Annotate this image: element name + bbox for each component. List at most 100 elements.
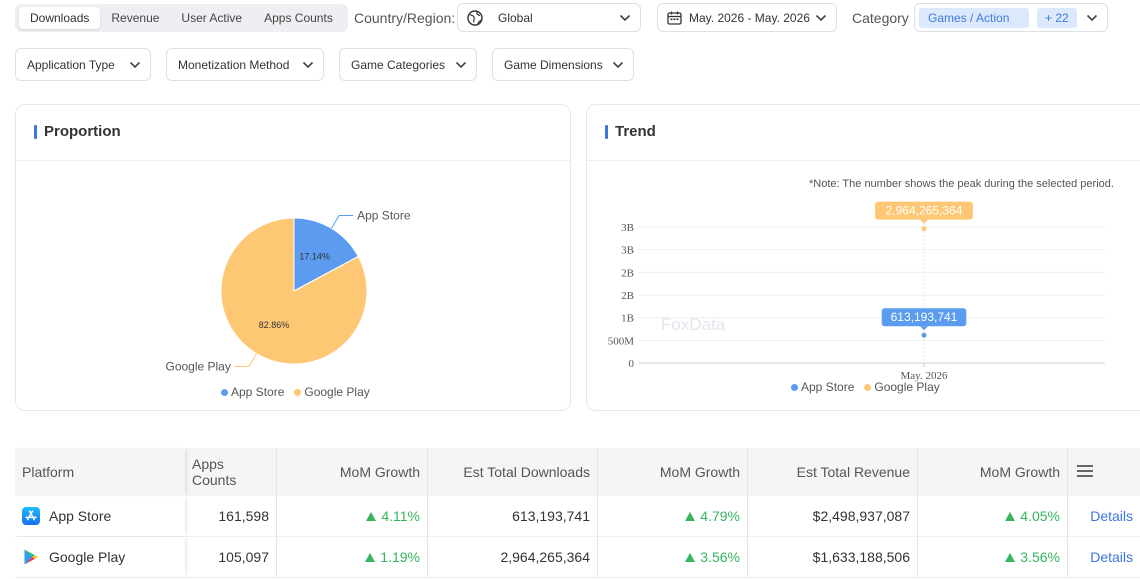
pie-slice-app-store[interactable]: [293, 217, 359, 292]
application-type-label: Application Type: [27, 57, 115, 72]
mom-growth-cell: 4.05%: [917, 496, 1067, 536]
pie-value-label-google-play: 82.86%: [259, 320, 290, 330]
chevron-down-icon: [302, 60, 314, 70]
game-dimensions-label: Game Dimensions: [504, 57, 603, 72]
category-dropdown[interactable]: Games / Action + 22: [914, 3, 1108, 32]
y-tick-label: 2B: [621, 290, 634, 302]
mom-growth-cell: 3.56%: [597, 537, 747, 577]
tab-apps-counts[interactable]: Apps Counts: [264, 11, 333, 25]
country-dropdown[interactable]: Global: [457, 3, 641, 32]
proportion-card: Proportion 17.14% 82.86% App Store Googl…: [15, 104, 571, 411]
y-tick-label: 3B: [621, 245, 634, 257]
y-tick-label: 0: [629, 358, 635, 370]
proportion-pie-chart: 17.14% 82.86% App Store Google Play: [165, 208, 411, 373]
revenue-cell: $2,498,937,087: [747, 496, 917, 536]
platform-cell: Google Play: [15, 537, 185, 577]
app-store-icon: [22, 507, 40, 525]
header-platform: Platform: [15, 448, 185, 496]
revenue-cell: $1,633,188,506: [747, 537, 917, 577]
header-mom-growth[interactable]: MoM Growth: [276, 448, 427, 496]
chevron-down-icon: [129, 60, 141, 70]
globe-icon: [467, 10, 483, 29]
metric-tabs: Downloads Revenue User Active Apps Count…: [15, 4, 348, 32]
y-tick-label: 500M: [608, 335, 635, 347]
legend-item-google-play[interactable]: Google Play: [294, 385, 370, 399]
details-link[interactable]: Details: [1067, 537, 1140, 577]
tab-downloads[interactable]: Downloads: [19, 7, 101, 29]
up-arrow-icon: [366, 511, 377, 521]
game-dimensions-dropdown[interactable]: Game Dimensions: [492, 48, 634, 81]
category-label: Category: [852, 10, 909, 26]
trend-chart: FoxData 0 500M 1B 2B 2B 3B 3B 613,193,741 2,964…: [608, 201, 1105, 382]
monetization-method-dropdown[interactable]: Monetization Method: [166, 48, 324, 81]
trend-value-badge: [881, 308, 967, 327]
trend-note: *Note: The number shows the peak during …: [809, 178, 1114, 190]
calendar-icon: [667, 11, 682, 28]
mom-growth-cell: 4.79%: [597, 496, 747, 536]
up-arrow-icon: [685, 552, 696, 562]
platform-name: Google Play: [49, 549, 126, 565]
mom-growth-cell: 4.11%: [276, 496, 427, 536]
y-tick-label: 1B: [621, 313, 634, 325]
header-mom-growth[interactable]: MoM Growth: [917, 448, 1067, 496]
application-type-dropdown[interactable]: Application Type: [15, 48, 151, 81]
platform-table: Platform Apps Counts MoM Growth Est Tota…: [15, 448, 1140, 578]
header-est-total-downloads[interactable]: Est Total Downloads: [427, 448, 597, 496]
downloads-cell: 613,193,741: [427, 496, 597, 536]
apps-counts-cell: 161,598: [218, 508, 269, 524]
up-arrow-icon: [685, 511, 696, 521]
header-mom-growth[interactable]: MoM Growth: [597, 448, 747, 496]
legend-item-app-store[interactable]: App Store: [791, 380, 854, 394]
chevron-down-icon: [455, 60, 467, 70]
chevron-down-icon: [1086, 13, 1098, 23]
details-link[interactable]: Details: [1067, 496, 1140, 536]
legend-item-google-play[interactable]: Google Play: [864, 380, 940, 394]
up-arrow-icon: [1005, 552, 1016, 562]
trend-value-label: 613,193,741: [891, 310, 958, 324]
menu-icon: [1077, 464, 1093, 481]
country-value: Global: [498, 11, 533, 25]
mom-growth-cell: 1.19%: [276, 537, 427, 577]
header-est-total-revenue[interactable]: Est Total Revenue: [747, 448, 917, 496]
monetization-method-label: Monetization Method: [178, 57, 290, 72]
trend-card: Trend *Note: The number shows the peak d…: [586, 104, 1140, 411]
up-arrow-icon: [1005, 511, 1016, 521]
tab-user-active[interactable]: User Active: [181, 11, 243, 25]
date-range-dropdown[interactable]: May. 2026 - May. 2026: [657, 3, 837, 32]
apps-counts-cell: 105,097: [218, 549, 269, 565]
trend-value-badge: [875, 201, 973, 220]
trend-legend: App Store Google Play: [791, 380, 950, 394]
header-apps-counts[interactable]: Apps Counts: [192, 456, 237, 488]
trend-value-label: 2,964,265,364: [886, 204, 963, 218]
platform-cell: App Store: [15, 496, 185, 536]
tab-revenue[interactable]: Revenue: [111, 11, 160, 25]
column-menu-button[interactable]: [1067, 448, 1140, 496]
date-range-value: May. 2026 - May. 2026: [689, 11, 810, 25]
pie-leader-line: [234, 353, 257, 368]
x-tick-label: May. 2026: [901, 370, 948, 382]
mom-growth-cell: 3.56%: [917, 537, 1067, 577]
category-chip[interactable]: Games / Action: [919, 7, 1029, 28]
google-play-icon: [22, 548, 40, 566]
game-categories-dropdown[interactable]: Game Categories: [339, 48, 477, 81]
trend-point-app-store[interactable]: [921, 332, 927, 338]
proportion-title: Proportion: [34, 123, 121, 140]
category-more-chip[interactable]: + 22: [1037, 7, 1077, 28]
table-row: App Store 161,598 4.11% 613,193,741 4.79…: [15, 496, 1140, 537]
pie-value-label-app-store: 17.14%: [299, 252, 330, 262]
trend-point-google-play[interactable]: [921, 226, 927, 232]
chevron-down-icon: [815, 13, 827, 23]
trend-title: Trend: [605, 123, 656, 140]
up-arrow-icon: [365, 552, 376, 562]
chevron-down-icon: [619, 13, 631, 23]
y-tick-label: 3B: [621, 222, 634, 234]
pie-slice-label-app-store: App Store: [357, 208, 411, 222]
table-header: Platform Apps Counts MoM Growth Est Tota…: [15, 448, 1140, 496]
platform-name: App Store: [49, 508, 112, 524]
y-tick-label: 2B: [621, 267, 634, 279]
table-row: Google Play 105,097 1.19% 2,964,265,364 …: [15, 537, 1140, 578]
downloads-cell: 2,964,265,364: [427, 537, 597, 577]
legend-item-app-store[interactable]: App Store: [221, 385, 284, 399]
chevron-down-icon: [612, 60, 624, 70]
game-categories-label: Game Categories: [351, 57, 446, 72]
